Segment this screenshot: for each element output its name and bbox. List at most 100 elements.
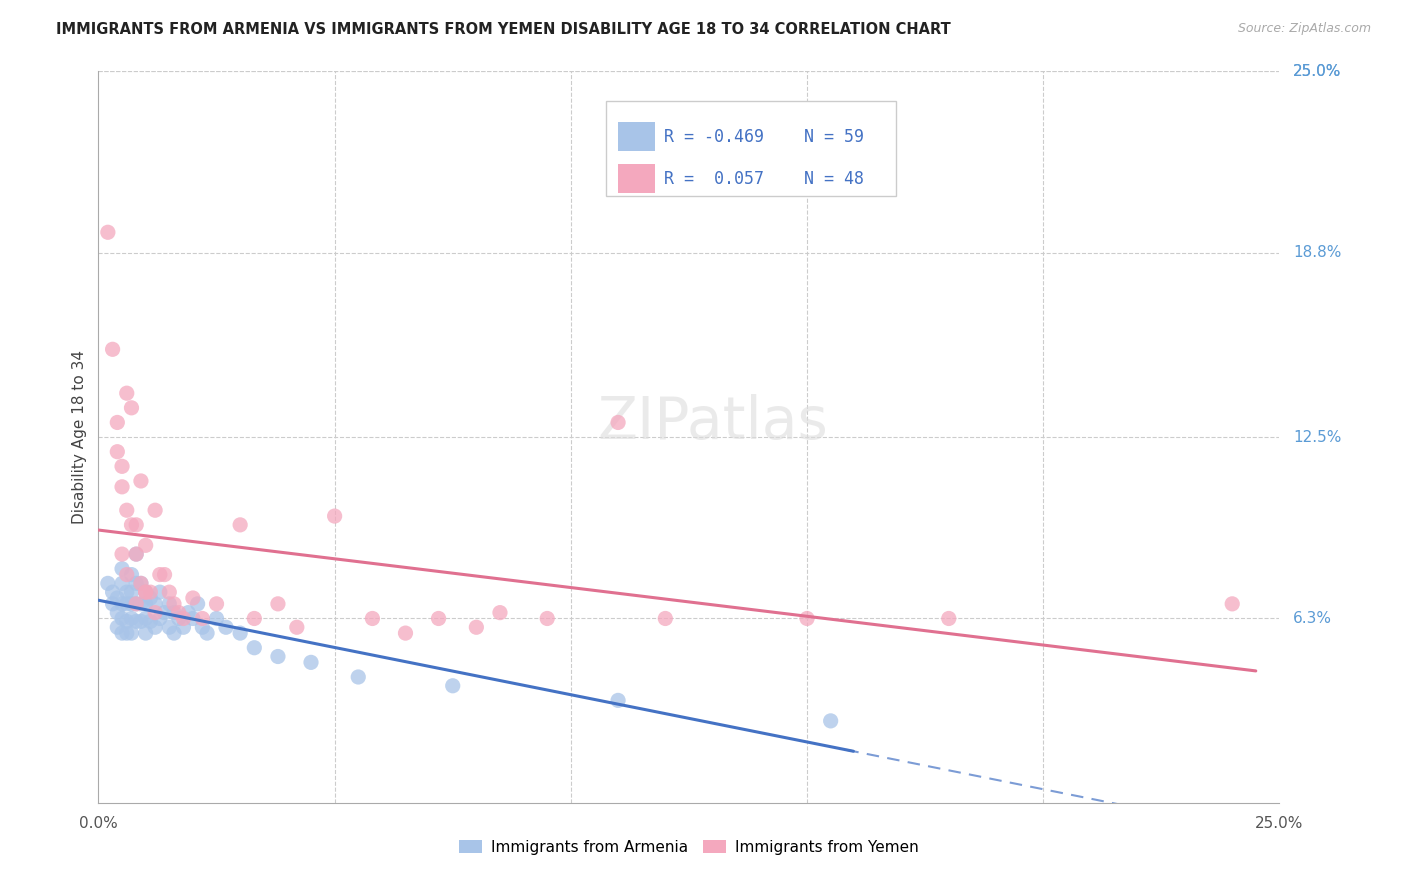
Point xyxy=(111,626,134,640)
Point xyxy=(607,693,630,707)
Point xyxy=(115,626,138,640)
Point xyxy=(135,585,157,599)
Point xyxy=(205,611,228,625)
Point xyxy=(135,585,157,599)
Point xyxy=(394,626,416,640)
Point xyxy=(229,626,252,640)
Point xyxy=(607,416,630,430)
Point xyxy=(465,620,488,634)
Point xyxy=(153,606,176,620)
Point xyxy=(135,538,157,552)
Point xyxy=(105,444,128,458)
Point xyxy=(115,386,138,401)
Point xyxy=(143,606,166,620)
Point xyxy=(361,611,384,625)
Point xyxy=(143,597,166,611)
Point xyxy=(143,503,166,517)
Point xyxy=(149,611,172,625)
Text: 6.3%: 6.3% xyxy=(1294,611,1333,626)
Point xyxy=(299,656,322,670)
Point xyxy=(167,606,190,620)
Point xyxy=(820,714,842,728)
Point xyxy=(111,562,134,576)
Point xyxy=(115,503,138,517)
Point xyxy=(139,591,162,605)
Point xyxy=(125,597,148,611)
Point xyxy=(191,611,214,625)
Point xyxy=(267,649,290,664)
Text: IMMIGRANTS FROM ARMENIA VS IMMIGRANTS FROM YEMEN DISABILITY AGE 18 TO 34 CORRELA: IMMIGRANTS FROM ARMENIA VS IMMIGRANTS FR… xyxy=(56,22,950,37)
Point xyxy=(215,620,238,634)
Text: R = -0.469    N = 59: R = -0.469 N = 59 xyxy=(664,128,865,145)
Point xyxy=(125,576,148,591)
Point xyxy=(195,626,218,640)
Point xyxy=(121,517,143,532)
Point xyxy=(121,401,143,415)
Point xyxy=(181,591,204,605)
Point xyxy=(121,626,143,640)
Point xyxy=(121,597,143,611)
Point xyxy=(1220,597,1243,611)
Point xyxy=(121,611,143,625)
Point xyxy=(111,597,134,611)
Text: 25.0%: 25.0% xyxy=(1294,64,1341,78)
Point xyxy=(135,597,157,611)
Point xyxy=(111,576,134,591)
Text: ZIPatlas: ZIPatlas xyxy=(598,394,828,451)
Point xyxy=(143,620,166,634)
Point xyxy=(163,626,186,640)
Point xyxy=(157,620,180,634)
Point xyxy=(139,615,162,629)
Point xyxy=(129,576,152,591)
Point xyxy=(205,597,228,611)
Point xyxy=(135,626,157,640)
Point xyxy=(441,679,464,693)
Y-axis label: Disability Age 18 to 34: Disability Age 18 to 34 xyxy=(72,350,87,524)
Point xyxy=(229,517,252,532)
Point xyxy=(489,606,512,620)
Point xyxy=(157,597,180,611)
Point xyxy=(167,611,190,625)
Legend: Immigrants from Armenia, Immigrants from Yemen: Immigrants from Armenia, Immigrants from… xyxy=(453,834,925,861)
Point xyxy=(125,547,148,561)
Point xyxy=(129,474,152,488)
Point xyxy=(115,615,138,629)
Point xyxy=(111,547,134,561)
Text: R =  0.057    N = 48: R = 0.057 N = 48 xyxy=(664,169,865,187)
Point xyxy=(97,576,120,591)
Point xyxy=(111,459,134,474)
Point xyxy=(243,611,266,625)
Point xyxy=(105,606,128,620)
Point xyxy=(105,591,128,605)
Point xyxy=(121,585,143,599)
Point xyxy=(105,620,128,634)
Point xyxy=(125,597,148,611)
Text: Source: ZipAtlas.com: Source: ZipAtlas.com xyxy=(1237,22,1371,36)
Point xyxy=(129,597,152,611)
Point xyxy=(285,620,308,634)
Point xyxy=(121,567,143,582)
Point xyxy=(111,480,134,494)
Point xyxy=(938,611,960,625)
Point xyxy=(267,597,290,611)
Point xyxy=(347,670,370,684)
Point xyxy=(139,585,162,599)
Point xyxy=(172,611,194,625)
Point xyxy=(536,611,558,625)
Point xyxy=(149,585,172,599)
Point xyxy=(115,585,138,599)
Point xyxy=(796,611,818,625)
Point xyxy=(115,597,138,611)
Point xyxy=(129,615,152,629)
Point xyxy=(97,225,120,239)
Point xyxy=(101,597,124,611)
Point xyxy=(187,597,209,611)
Point xyxy=(149,567,172,582)
Point xyxy=(427,611,450,625)
Text: 25.0%: 25.0% xyxy=(1294,64,1341,78)
Point xyxy=(243,640,266,655)
Text: 12.5%: 12.5% xyxy=(1294,430,1341,444)
Point xyxy=(323,509,346,524)
Point xyxy=(125,547,148,561)
Point xyxy=(181,611,204,625)
